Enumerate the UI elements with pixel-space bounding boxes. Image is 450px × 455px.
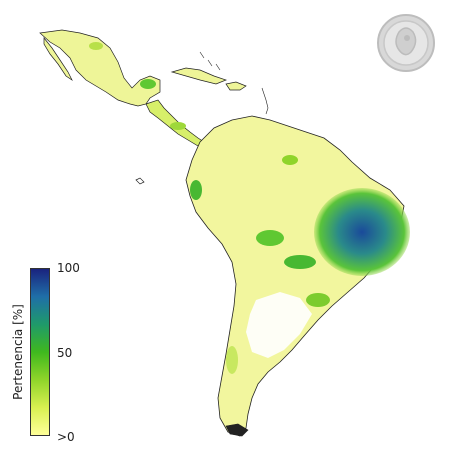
- region-galapagos: [135, 177, 145, 185]
- region-lesser-antilles: [261, 87, 269, 115]
- seal-logo-icon: [377, 14, 435, 72]
- region-south-america: [185, 115, 405, 437]
- region-ne-brazil-high: [314, 188, 410, 276]
- region-southern-cone-low: [246, 292, 312, 358]
- region-hispaniola: [225, 81, 247, 91]
- region-baja: [43, 37, 73, 82]
- legend-title: Pertenencia [%]: [11, 304, 25, 400]
- legend-tick-max: 100: [57, 261, 80, 275]
- region-mexico: [39, 29, 161, 107]
- legend-tick-min: >0: [57, 430, 75, 444]
- region-bahamas: [199, 51, 221, 71]
- suitability-patches: [89, 42, 330, 374]
- region-tierra-del-fuego: [225, 423, 249, 437]
- legend-colorbar: [30, 268, 50, 436]
- region-cuba: [170, 67, 228, 85]
- legend-tick-mid: 50: [57, 346, 73, 360]
